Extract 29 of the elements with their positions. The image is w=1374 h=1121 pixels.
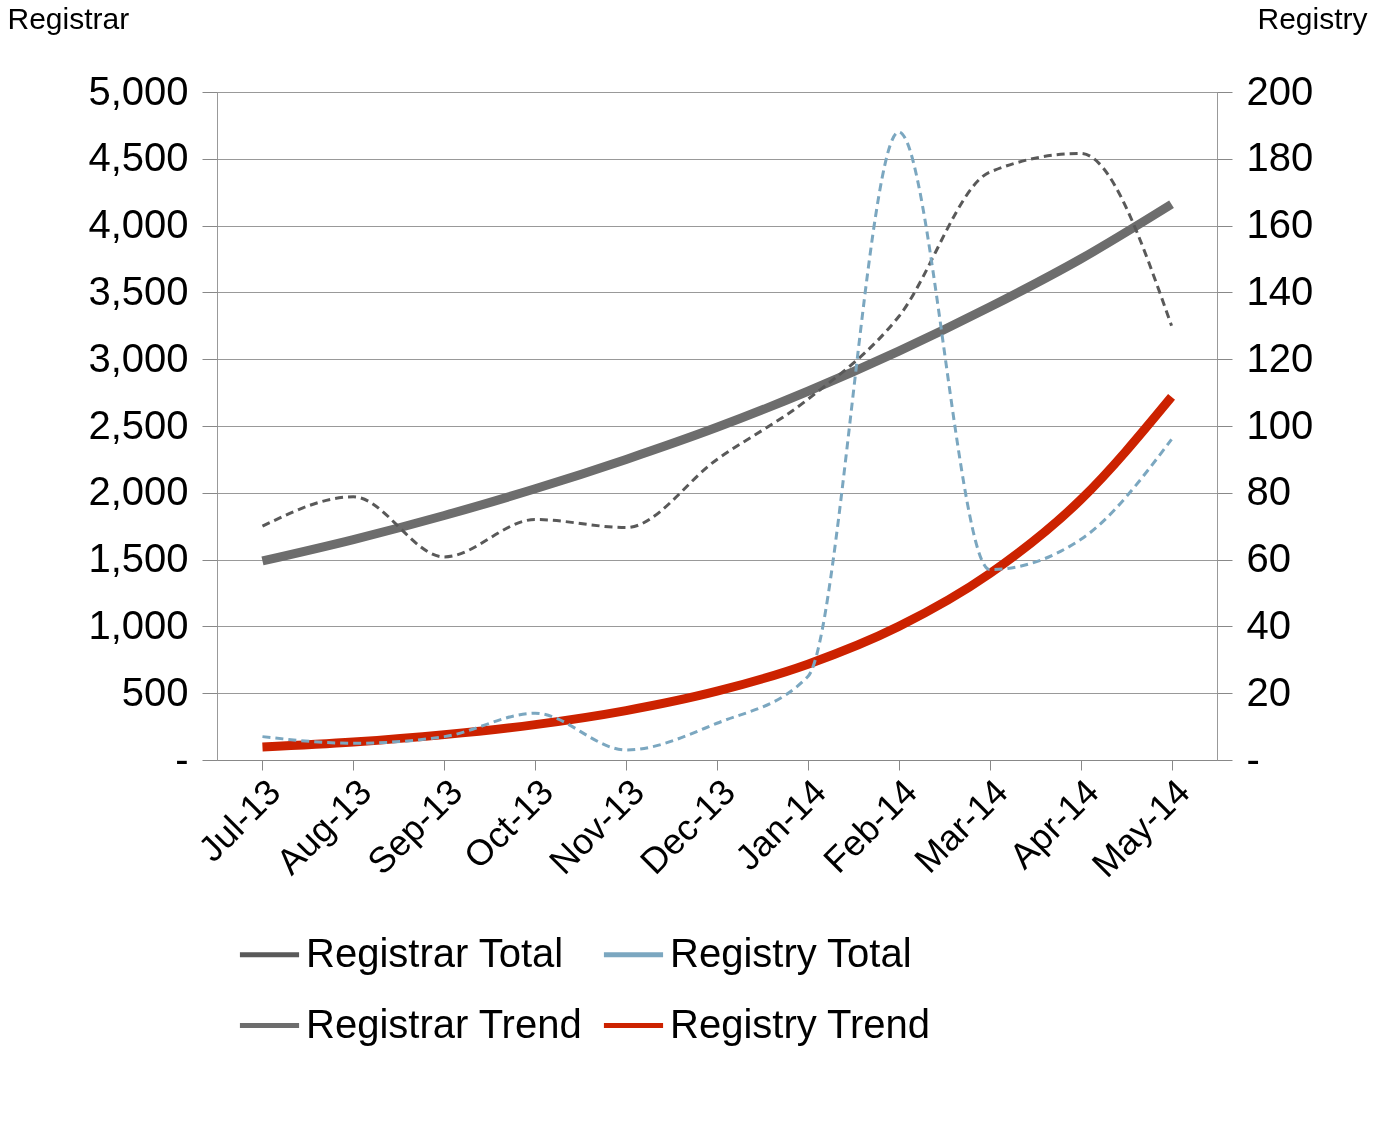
y-tick-label: 4,000	[88, 202, 189, 247]
y-tick-label: 1,500	[88, 536, 189, 581]
y2-tick-label: 160	[1246, 202, 1314, 247]
y2-axis-title: Registry	[1257, 1, 1368, 35]
y2-tick-label: 40	[1246, 602, 1291, 647]
y2-tick-label: 200	[1246, 68, 1314, 113]
y-tick-label: 3,000	[88, 335, 189, 380]
y-tick-label: 2,000	[88, 469, 189, 514]
y-tick-label: 500	[121, 669, 189, 714]
y-tick-label: 3,500	[88, 268, 189, 313]
y-axis-title: Registrar	[7, 1, 130, 35]
y2-tick-label: 60	[1246, 536, 1291, 581]
legend-label: Registrar Total	[306, 930, 564, 975]
legend-label: Registry Trend	[670, 1001, 931, 1046]
y-tick-label: 4,500	[88, 135, 189, 180]
y2-tick-label: 20	[1246, 669, 1291, 714]
y-tick-label: -	[175, 736, 189, 781]
y2-tick-label: 180	[1246, 135, 1314, 180]
line-series	[260, 130, 1174, 752]
y2-tick-label: 100	[1246, 402, 1314, 447]
y-tick-label: 1,000	[88, 602, 189, 647]
legend-label: Registrar Trend	[306, 1001, 582, 1046]
y-tick-label: 5,000	[88, 68, 189, 113]
y2-tick-label: 120	[1246, 335, 1314, 380]
y2-tick-label: 140	[1246, 268, 1314, 313]
y2-tick-label: 80	[1246, 469, 1291, 514]
y-tick-label: 2,500	[88, 402, 189, 447]
y2-tick-label: -	[1246, 736, 1260, 781]
legend-label: Registry Total	[670, 930, 912, 975]
